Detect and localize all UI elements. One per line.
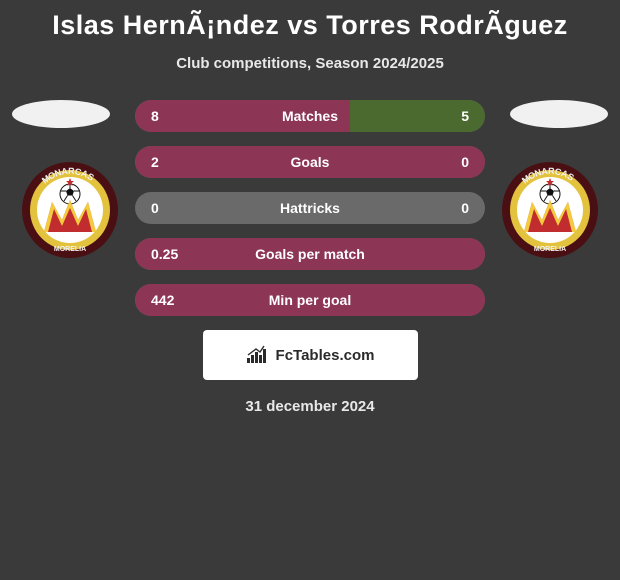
footer-attribution: FcTables.com [203, 330, 418, 380]
player-right-avatar [510, 100, 608, 128]
stat-label: Matches [135, 108, 485, 124]
comparison-main: M O N A R C A S MORELIA [0, 100, 620, 316]
stat-row: 442Min per goal [135, 284, 485, 316]
stat-row: 0.25Goals per match [135, 238, 485, 270]
stat-label: Hattricks [135, 200, 485, 216]
stats-container: 8Matches52Goals00Hattricks00.25Goals per… [135, 100, 485, 316]
club-badge-left: M O N A R C A S MORELIA [20, 154, 120, 266]
stat-value-right: 0 [461, 200, 469, 216]
stat-value-right: 5 [461, 108, 469, 124]
bars-icon [246, 345, 270, 365]
subtitle: Club competitions, Season 2024/2025 [0, 55, 620, 72]
stat-label: Goals [135, 154, 485, 170]
stat-label: Goals per match [135, 246, 485, 262]
svg-text:MORELIA: MORELIA [534, 246, 566, 253]
stat-label: Min per goal [135, 292, 485, 308]
page-title: Islas HernÃ¡ndez vs Torres RodrÃ­guez [0, 0, 620, 41]
stat-value-right: 0 [461, 154, 469, 170]
footer-label: FcTables.com [276, 347, 375, 364]
stat-row: 2Goals0 [135, 146, 485, 178]
stat-row: 8Matches5 [135, 100, 485, 132]
club-badge-right: M O N A R C A S MORELIA [500, 154, 600, 266]
date-label: 31 december 2024 [0, 398, 620, 415]
stat-row: 0Hattricks0 [135, 192, 485, 224]
svg-text:MORELIA: MORELIA [54, 246, 86, 253]
player-left-avatar [12, 100, 110, 128]
